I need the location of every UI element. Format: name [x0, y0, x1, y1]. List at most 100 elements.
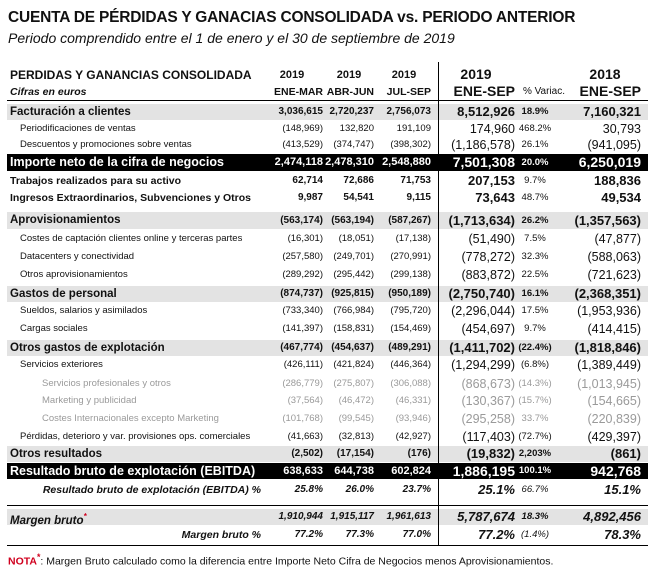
row-label-star: * [83, 512, 87, 521]
row-value-col-0: (148,969) [282, 123, 323, 134]
row-value-col-0: 1,910,944 [278, 511, 324, 522]
table-row: Periodificaciones de ventas (148,969) 132,… [7, 121, 648, 137]
row-value-col-5: (1,013,945) [577, 377, 641, 391]
footnote: NOTA*: Margen Bruto calculado como la di… [8, 552, 553, 568]
table-row: Servicios exteriores (426,111) (421,824) (4… [7, 357, 648, 373]
header-rule [7, 100, 648, 101]
row-value-col-0: (41,663) [287, 431, 323, 442]
row-value-col-2: 1,961,613 [386, 511, 432, 522]
row-value-col-4: 66.7% [521, 484, 549, 495]
row-label: Otros aprovisionamientos [20, 267, 128, 283]
row-value-col-1: 77.3% [345, 529, 374, 540]
row-value-col-5: (1,818,846) [574, 340, 642, 355]
row-value-col-1: (46,472) [338, 395, 374, 406]
row-value-col-0: 3,036,615 [278, 106, 324, 117]
row-value-col-4: 18.9% [521, 106, 549, 117]
row-label: Resultado bruto de explotación (EBITDA) … [43, 482, 261, 498]
column-divider [438, 62, 439, 545]
row-value-col-1: 2,720,237 [329, 106, 375, 117]
page-subtitle: Periodo comprendido entre el 1 de enero … [8, 30, 455, 46]
row-value-col-4: 26.1% [521, 139, 549, 150]
row-label: Aprovisionamientos [10, 212, 121, 229]
row-value-col-2: (795,720) [390, 305, 431, 316]
row-value-col-3: 5,787,674 [457, 509, 515, 524]
row-value-col-5: (2,368,351) [574, 286, 642, 301]
row-value-col-1: (158,831) [333, 323, 374, 334]
row-value-col-4: 26.2% [521, 215, 549, 226]
row-value-col-1: 644,738 [334, 465, 374, 477]
row-value-col-3: 73,643 [475, 190, 515, 205]
row-label-text: Otros resultados [10, 448, 103, 460]
row-value-col-3: (2,296,044) [451, 304, 515, 318]
row-value-col-3: (1,294,299) [451, 358, 515, 372]
col-period-2: JUL-SEP [386, 86, 431, 98]
row-label: Margen bruto % [182, 527, 261, 543]
row-label: Trabajos realizados para su activo [10, 173, 181, 189]
row-value-col-2: (306,088) [390, 378, 431, 389]
row-value-col-0: (141,397) [282, 323, 323, 334]
column-divider [438, 505, 439, 545]
row-value-col-0: (426,111) [283, 359, 323, 370]
row-value-col-3: (1,713,634) [448, 213, 516, 228]
row-label-text: Marketing y publicidad [42, 395, 137, 406]
row-value-col-4: 18.3% [521, 511, 549, 522]
table-row: Resultado bruto de explotación (EBITDA) 6… [7, 463, 648, 479]
row-value-col-4: (14.3%) [518, 378, 552, 389]
row-value-col-4: 33.7% [521, 413, 549, 424]
row-value-col-2: (154,469) [390, 323, 431, 334]
row-value-col-5: 188,836 [594, 173, 641, 188]
table-row: Otros resultados (2,502) (17,154) (176) (19,… [7, 446, 648, 462]
table-row: Trabajos realizados para su activo 62,714… [7, 173, 648, 189]
row-label: Otros gastos de explotación [10, 340, 165, 356]
table-row: Costes Internacionales excepto Marketing… [7, 411, 648, 427]
row-value-col-0: 9,987 [297, 192, 323, 203]
row-value-col-5: (414,415) [587, 322, 641, 336]
row-value-col-2: 2,548,880 [382, 156, 431, 168]
row-label: Ingresos Extraordinarios, Subvenciones y… [10, 190, 251, 206]
row-value-col-3: 25.1% [478, 482, 515, 497]
row-value-col-0: 77.2% [294, 529, 323, 540]
row-label: Descuentos y promociones sobre ventas [20, 137, 192, 153]
row-value-col-1: (295,442) [333, 269, 374, 280]
col-period-4: % Variac. [522, 86, 565, 97]
row-value-col-4: 468.2% [518, 123, 552, 134]
row-value-col-4: (1.4%) [521, 529, 549, 540]
row-value-col-2: (270,991) [390, 251, 431, 262]
table-row: Marketing y publicidad (37,564) (46,472) (4… [7, 393, 648, 409]
page-title: CUENTA DE PÉRDIDAS Y GANACIAS CONSOLIDAD… [8, 9, 576, 26]
row-value-col-2: 191,109 [396, 123, 431, 134]
table-row: Aprovisionamientos (563,174) (563,194) (587… [7, 212, 648, 229]
row-label-text: Pérdidas, deterioro y var. provisiones o… [20, 431, 251, 442]
row-value-col-3: (1,411,702) [449, 340, 515, 355]
row-value-col-4: 16.1% [521, 288, 549, 299]
row-value-col-5: (220,839) [587, 412, 641, 426]
row-value-col-2: (176) [407, 448, 431, 459]
table-row: Margen bruto % 77.2% 77.3% 77.0% 77.2% (1.4%)… [7, 527, 648, 543]
row-value-col-2: (398,302) [390, 139, 431, 150]
row-value-col-2: (42,927) [395, 431, 431, 442]
row-value-col-5: (721,623) [587, 268, 641, 282]
row-label-text: Aprovisionamientos [10, 214, 121, 226]
row-value-col-2: (17,138) [395, 233, 431, 244]
row-label: Resultado bruto de explotación (EBITDA) [10, 463, 255, 479]
row-value-col-0: (16,301) [287, 233, 323, 244]
row-label: Sueldos, salarios y asimilados [20, 303, 147, 319]
row-value-col-5: 942,768 [590, 463, 641, 479]
row-value-col-1: 132,820 [339, 123, 374, 134]
col-period-5: ENE-SEP [579, 83, 641, 99]
row-label: Servicios exteriores [20, 357, 103, 373]
row-value-col-1: (275,807) [333, 378, 374, 389]
col-year-3: 2019 [460, 66, 492, 82]
row-value-col-2: 23.7% [402, 484, 431, 495]
row-value-col-1: (563,194) [331, 215, 374, 226]
row-value-col-1: (99,545) [338, 413, 374, 424]
row-label: Margen bruto* [10, 509, 87, 529]
row-value-col-4: 9.7% [524, 175, 546, 186]
table-title: PERDIDAS Y GANANCIAS CONSOLIDADA [10, 68, 252, 82]
row-label-text: Servicios profesionales y otros [42, 378, 171, 389]
footnote-text: : Margen Bruto calculado como la diferen… [40, 555, 554, 568]
row-value-col-1: (374,747) [333, 139, 374, 150]
row-label: Gastos de personal [10, 286, 117, 302]
row-label-text: Gastos de personal [10, 288, 117, 300]
